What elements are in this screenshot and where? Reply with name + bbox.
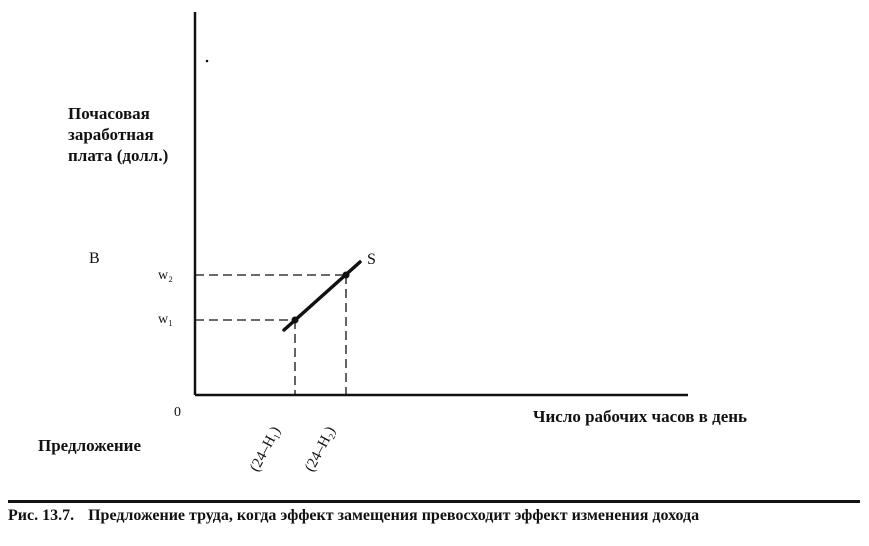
wage-label-w2: w₂: [158, 268, 173, 283]
wage-label-w1: w₁: [158, 312, 173, 327]
y-axis-label: Почасовая заработная плата (долл.): [68, 103, 208, 166]
curve-label-s: S: [367, 251, 376, 268]
figure-caption: Рис. 13.7. Предложение труда, когда эффек…: [8, 506, 860, 525]
y-axis-label-line: Почасовая: [68, 104, 150, 123]
point-w2: [342, 271, 350, 279]
point-w1: [291, 316, 299, 324]
panel-label: В: [89, 250, 100, 267]
caption-text: Предложение труда, когда эффект замещени…: [88, 507, 700, 524]
origin-label: 0: [174, 405, 181, 420]
figure-number: Рис. 13.7.: [8, 507, 75, 524]
stray-dot: [205, 59, 209, 63]
supply-label: Предложение: [38, 436, 141, 455]
x-axis-label: Число рабочих часов в день: [533, 407, 748, 426]
y-axis-label-line: заработная: [68, 125, 154, 144]
caption-divider: [8, 500, 860, 503]
y-axis-label-line: плата (долл.): [68, 146, 169, 165]
